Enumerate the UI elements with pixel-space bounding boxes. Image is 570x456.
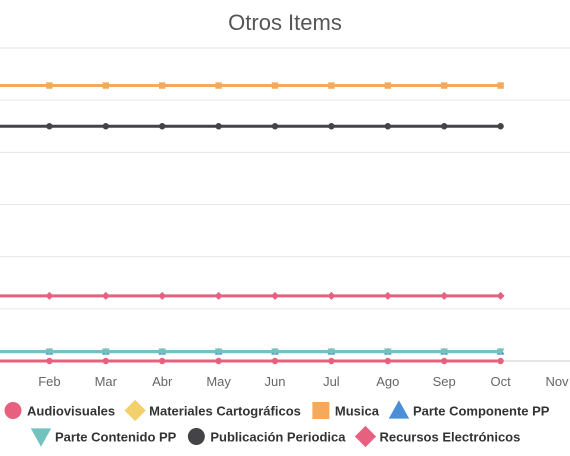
legend-marker-icon bbox=[124, 399, 146, 422]
data-point[interactable] bbox=[46, 123, 53, 130]
series-lines bbox=[0, 82, 505, 365]
grid-lines bbox=[0, 47, 570, 362]
chart-title: Otros Items bbox=[228, 10, 342, 35]
data-point[interactable] bbox=[384, 82, 391, 89]
data-point[interactable] bbox=[158, 291, 167, 300]
data-point[interactable] bbox=[215, 357, 222, 365]
data-point[interactable] bbox=[271, 123, 279, 130]
legend-marker-icon bbox=[30, 428, 52, 447]
data-point[interactable] bbox=[441, 82, 448, 89]
data-point[interactable] bbox=[215, 82, 222, 89]
legend-marker-icon bbox=[187, 428, 205, 445]
data-point[interactable] bbox=[497, 123, 504, 130]
data-point[interactable] bbox=[214, 291, 223, 300]
x-tick-label: Mar bbox=[95, 374, 118, 389]
legend-label: Recursos Electrónicos bbox=[379, 430, 520, 445]
x-tick-label: Jun bbox=[265, 374, 286, 389]
x-tick-label: May bbox=[206, 374, 231, 389]
legend-item-audiovisuales[interactable]: Audiovisuales bbox=[4, 402, 116, 419]
data-point[interactable] bbox=[215, 123, 222, 130]
data-point[interactable] bbox=[328, 82, 335, 89]
data-point[interactable] bbox=[102, 357, 110, 365]
data-point[interactable] bbox=[384, 123, 391, 130]
data-point[interactable] bbox=[214, 348, 223, 356]
data-point[interactable] bbox=[441, 123, 448, 130]
data-point[interactable] bbox=[497, 82, 504, 89]
legend-label: Materiales Cartográficos bbox=[149, 404, 301, 419]
data-point[interactable] bbox=[271, 82, 279, 89]
data-point[interactable] bbox=[158, 348, 167, 356]
data-point[interactable] bbox=[328, 123, 335, 130]
data-point[interactable] bbox=[327, 291, 336, 300]
data-point[interactable] bbox=[159, 82, 166, 89]
x-tick-label: Feb bbox=[38, 374, 60, 389]
x-tick-label: Ago bbox=[376, 374, 399, 389]
legend-label: Publicación Periodica bbox=[210, 430, 346, 445]
data-point[interactable] bbox=[102, 82, 109, 89]
legend-label: Audiovisuales bbox=[27, 404, 115, 419]
data-point[interactable] bbox=[101, 291, 110, 300]
legend-label: Parte Componente PP bbox=[413, 404, 550, 419]
data-point[interactable] bbox=[496, 291, 505, 300]
data-point[interactable] bbox=[383, 348, 392, 356]
x-axis: eFebMarAbrMayJunJulAgoSepOctNov bbox=[38, 374, 569, 389]
legend-label: Musica bbox=[335, 404, 380, 419]
data-point[interactable] bbox=[440, 291, 449, 300]
series-musica[interactable] bbox=[0, 82, 504, 89]
data-point[interactable] bbox=[383, 291, 392, 300]
data-point[interactable] bbox=[328, 357, 335, 365]
legend-item-recursos-electronicos[interactable]: Recursos Electrónicos bbox=[354, 425, 521, 448]
data-point[interactable] bbox=[101, 348, 110, 356]
legend-item-publicacion-periodica[interactable]: Publicación Periodica bbox=[187, 428, 346, 445]
data-point[interactable] bbox=[45, 291, 54, 300]
data-point[interactable] bbox=[102, 123, 110, 130]
data-point[interactable] bbox=[496, 348, 505, 356]
data-point[interactable] bbox=[271, 357, 279, 365]
x-tick-label: Jul bbox=[323, 374, 340, 389]
data-point[interactable] bbox=[441, 357, 448, 365]
legend-marker-icon bbox=[354, 425, 377, 448]
series-audiovisuales[interactable] bbox=[0, 357, 504, 365]
legend-marker-icon bbox=[312, 402, 330, 419]
data-point[interactable] bbox=[327, 348, 336, 356]
legend-marker-icon bbox=[4, 402, 22, 419]
series-parte-contenido-pp[interactable] bbox=[0, 348, 505, 356]
data-point[interactable] bbox=[271, 348, 279, 356]
legend-item-parte-componente-pp[interactable]: Parte Componente PP bbox=[388, 400, 550, 419]
data-point[interactable] bbox=[46, 82, 53, 89]
x-tick-label: Nov bbox=[545, 374, 569, 389]
x-tick-label: Oct bbox=[490, 374, 511, 389]
x-tick-label: Abr bbox=[152, 374, 173, 389]
series-recursos-electronicos[interactable] bbox=[0, 291, 505, 300]
data-point[interactable] bbox=[159, 123, 166, 130]
data-point[interactable] bbox=[271, 291, 279, 300]
data-point[interactable] bbox=[45, 348, 54, 356]
x-tick-label: Sep bbox=[433, 374, 456, 389]
legend-marker-icon bbox=[388, 400, 410, 419]
data-point[interactable] bbox=[46, 357, 53, 365]
legend: Audiovisuales Materiales Cartográficos Mus… bbox=[4, 399, 550, 448]
series-publicacion-periodica[interactable] bbox=[0, 123, 504, 130]
legend-item-musica[interactable]: Musica bbox=[312, 402, 380, 419]
data-point[interactable] bbox=[440, 348, 449, 356]
data-point[interactable] bbox=[384, 357, 391, 365]
data-point[interactable] bbox=[497, 357, 504, 365]
data-point[interactable] bbox=[159, 357, 166, 365]
legend-item-materiales-cartograficos[interactable]: Materiales Cartográficos bbox=[124, 399, 301, 422]
legend-item-parte-contenido-pp[interactable]: Parte Contenido PP bbox=[30, 428, 177, 447]
legend-label: Parte Contenido PP bbox=[55, 430, 177, 445]
